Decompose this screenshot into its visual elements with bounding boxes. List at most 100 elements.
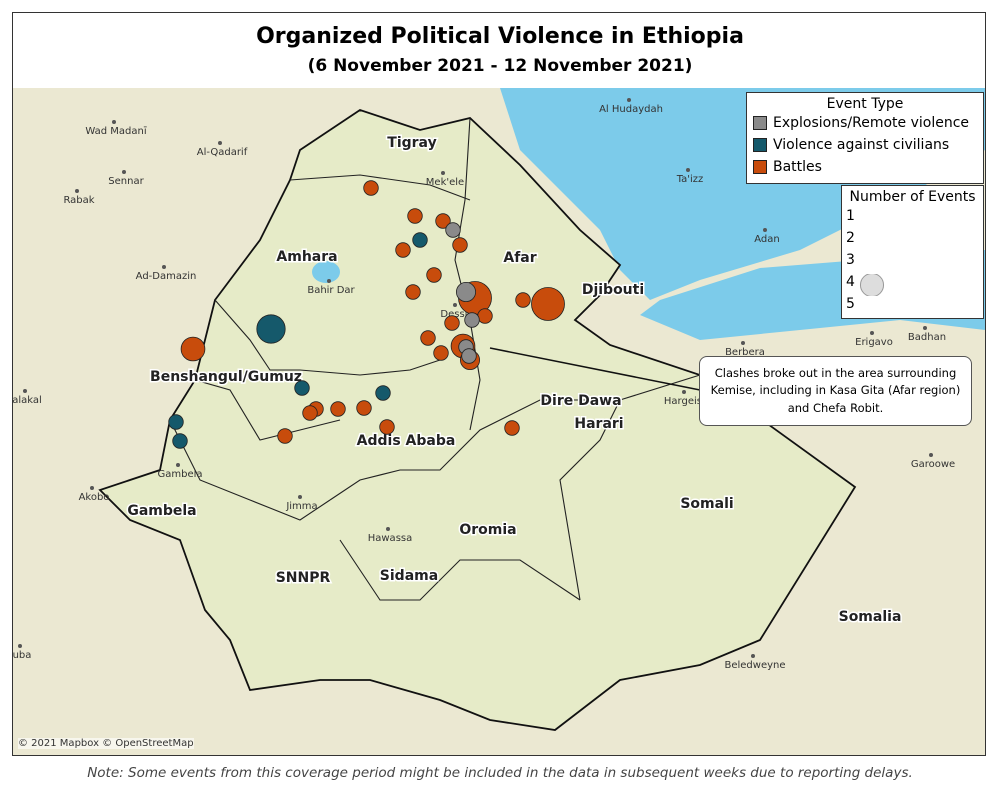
- event-marker: [405, 284, 421, 300]
- event-marker: [435, 213, 451, 229]
- region-label: Amhara: [276, 249, 337, 265]
- place-label: alakal: [13, 395, 42, 406]
- place-dot: [112, 120, 116, 124]
- legend-label: Battles: [773, 159, 822, 175]
- event-marker: [531, 287, 565, 321]
- legend-label: 4: [846, 274, 855, 290]
- place-dot: [870, 331, 874, 335]
- region-label: SNNPR: [276, 570, 331, 586]
- ethiopia-border: [98, 109, 857, 731]
- legend-label: 1: [846, 208, 855, 224]
- event-marker: [363, 180, 379, 196]
- event-marker: [464, 312, 480, 328]
- legend-items: Explosions/Remote violence Violence again…: [753, 112, 977, 178]
- event-marker: [172, 433, 188, 449]
- legend-label: 2: [846, 230, 855, 246]
- place-label: Berbera: [725, 347, 765, 358]
- legend-swatch: [753, 160, 767, 174]
- region-label: Benshangul/Gumuz: [150, 369, 302, 385]
- event-marker: [426, 267, 442, 283]
- legend-label: Explosions/Remote violence: [773, 115, 969, 131]
- event-marker: [504, 420, 520, 436]
- event-marker: [452, 237, 468, 253]
- event-marker: [445, 222, 461, 238]
- place-label: Rabak: [63, 195, 94, 206]
- place-label: Al-Qadarif: [197, 147, 248, 158]
- place-label: uba: [13, 650, 31, 661]
- region-boundaries: [169, 117, 701, 601]
- annotation: Clashes broke out in the area surroundin…: [699, 356, 972, 426]
- legend-swatch: [753, 138, 767, 152]
- region-label: Gambela: [127, 503, 196, 519]
- legend-item: Battles: [753, 156, 977, 178]
- annotation-leader: [489, 347, 701, 391]
- place-label: Al Hudaydah: [599, 104, 663, 115]
- legend-title: Event Type: [826, 96, 904, 112]
- place-dot: [441, 171, 445, 175]
- place-label: Bahir Dar: [307, 285, 355, 296]
- place-dot: [162, 265, 166, 269]
- place-dot: [763, 228, 767, 232]
- place-label: Sennar: [108, 176, 144, 187]
- type-legend: Event Type Explosions/Remote violence Vio…: [746, 92, 984, 184]
- legend-item: 1: [846, 205, 979, 291]
- legend-symbol: [859, 274, 885, 296]
- place-dot: [929, 453, 933, 457]
- event-marker: [420, 330, 436, 346]
- event-marker: [277, 428, 293, 444]
- legend-label: 5: [846, 296, 855, 312]
- place-dot: [923, 326, 927, 330]
- region-label: Djibouti: [582, 282, 644, 298]
- region-label: Harari: [574, 416, 623, 432]
- event-marker: [433, 345, 449, 361]
- legend-items: 1 2 3 4 5: [846, 205, 979, 315]
- legend-title: Number of Events: [849, 189, 976, 205]
- place-dot: [453, 303, 457, 307]
- place-dot: [75, 189, 79, 193]
- place-dot: [751, 654, 755, 658]
- place-dot: [327, 279, 331, 283]
- region-label: Dire Dawa: [540, 393, 621, 409]
- place-label: Ta'izz: [676, 174, 704, 185]
- place-label: Erigavo: [855, 337, 893, 348]
- region-label: Afar: [503, 250, 536, 266]
- place-label: Adan: [754, 234, 779, 245]
- event-marker: [302, 405, 318, 421]
- event-marker: [375, 385, 391, 401]
- event-marker: [379, 419, 395, 435]
- event-marker: [294, 380, 310, 396]
- event-marker: [180, 336, 206, 362]
- event-marker: [256, 314, 286, 344]
- region-label: Oromia: [459, 522, 516, 538]
- size-legend: Number of Events 1 2 3 4 5: [841, 185, 984, 319]
- place-label: Hargeisa: [664, 396, 708, 407]
- place-dot: [18, 644, 22, 648]
- place-label: Akobo: [79, 492, 110, 503]
- legend-swatch: [753, 116, 767, 130]
- region-label: Somalia: [839, 609, 902, 625]
- place-label: Garoowe: [911, 459, 955, 470]
- legend-item: Violence against civilians: [753, 134, 977, 156]
- event-marker: [168, 414, 184, 430]
- event-marker: [455, 281, 476, 302]
- legend-label: 3: [846, 252, 855, 268]
- subtitle: (6 November 2021 - 12 November 2021): [307, 56, 693, 76]
- event-marker: [395, 242, 411, 258]
- place-dot: [741, 341, 745, 345]
- place-dot: [176, 463, 180, 467]
- event-marker: [477, 308, 493, 324]
- place-dot: [218, 141, 222, 145]
- place-label: Ad-Damazin: [136, 271, 197, 282]
- place-dot: [682, 390, 686, 394]
- place-dot: [686, 168, 690, 172]
- event-marker: [356, 400, 372, 416]
- place-dot: [23, 389, 27, 393]
- attribution: © 2021 Mapbox © OpenStreetMap: [18, 738, 194, 749]
- place-dot: [90, 486, 94, 490]
- place-label: Badhan: [908, 332, 946, 343]
- region-label: Addis Ababa: [357, 433, 456, 449]
- event-marker: [412, 232, 428, 248]
- place-dot: [627, 98, 631, 102]
- lake-tana: [312, 261, 340, 283]
